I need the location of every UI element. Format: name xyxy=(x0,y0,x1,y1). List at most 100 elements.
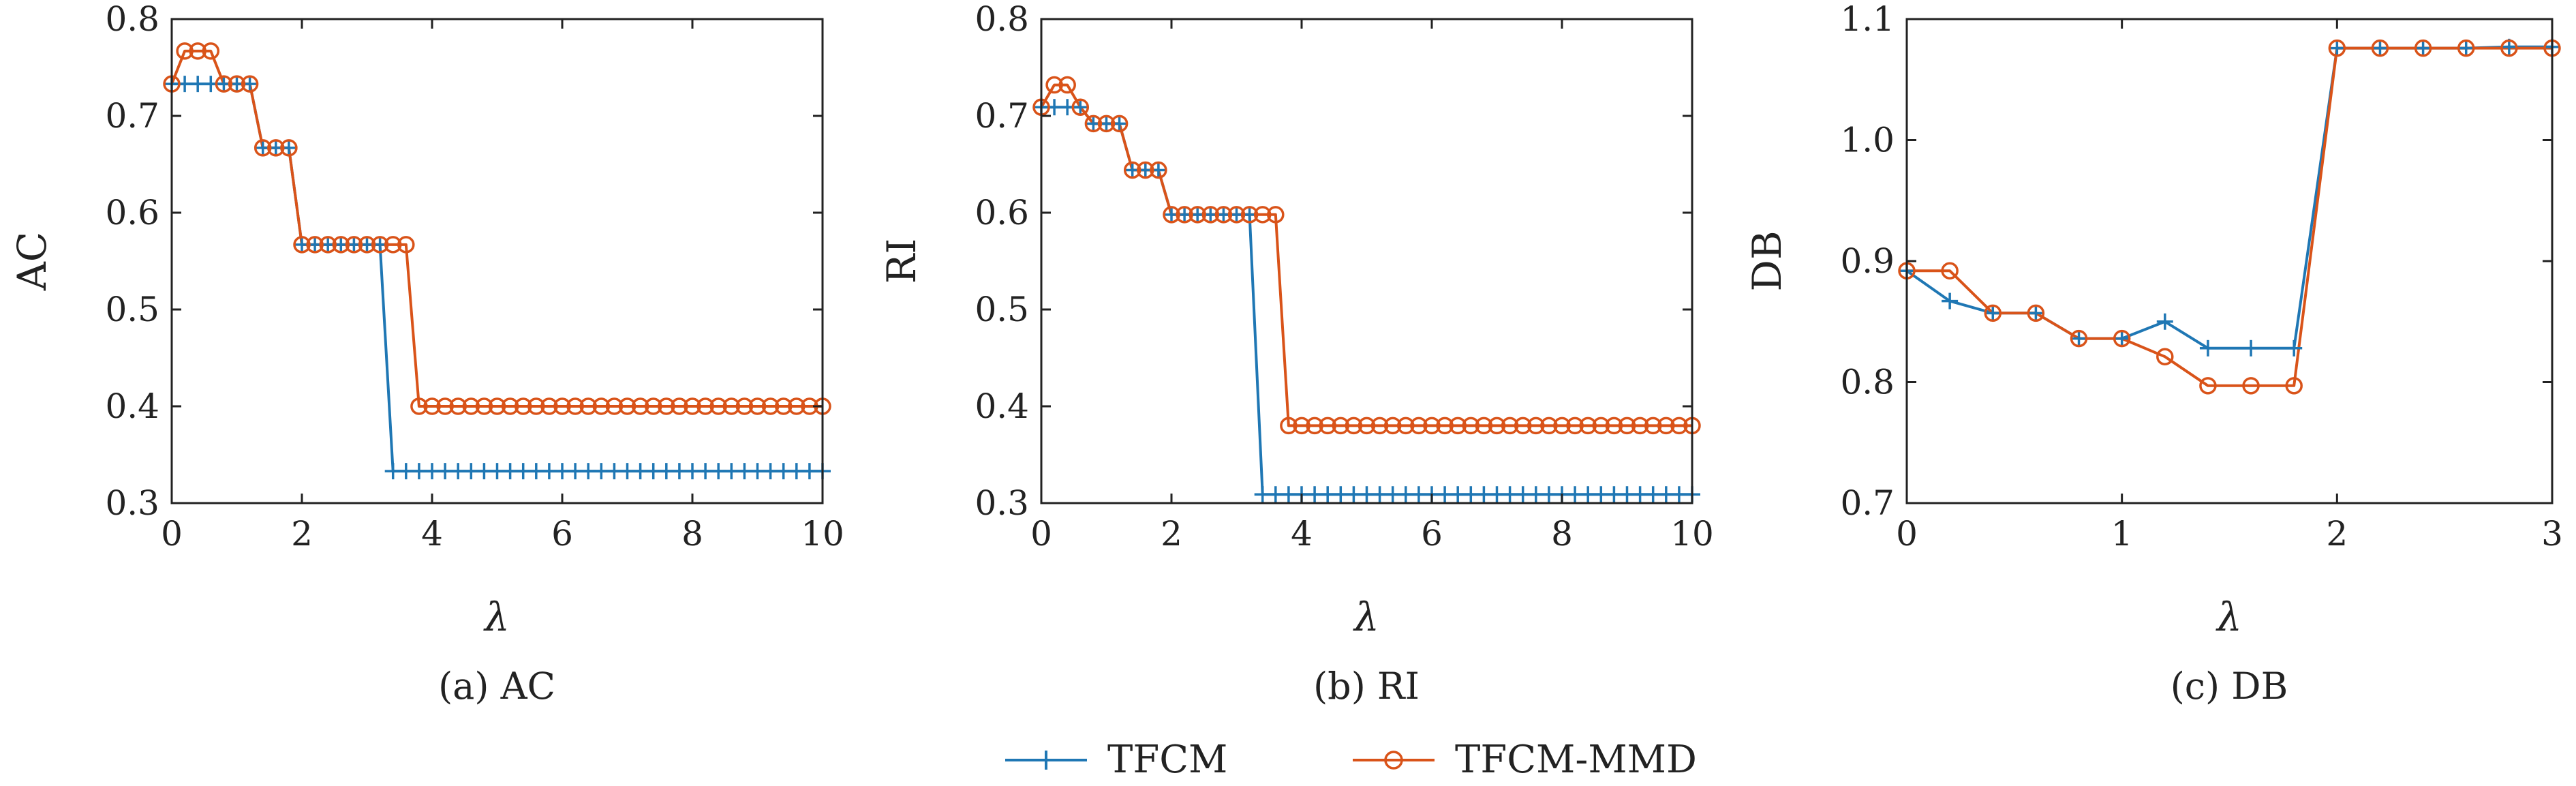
y-tick-label: 0.5 xyxy=(975,290,1029,329)
data-point-tfcm-mmd xyxy=(293,236,311,254)
data-point-tfcm-mmd xyxy=(1189,206,1206,224)
legend-marker-tfcm-mmd xyxy=(1384,751,1403,770)
data-point-tfcm-mmd xyxy=(1631,417,1649,435)
data-point-tfcm-mmd xyxy=(436,397,454,415)
data-point-tfcm-mmd xyxy=(1592,417,1610,435)
data-point-tfcm-mmd xyxy=(397,236,415,254)
x-tick-label: 10 xyxy=(801,514,844,554)
data-point-tfcm-mmd xyxy=(1214,206,1233,224)
x-tick-label: 3 xyxy=(2541,514,2563,554)
data-point-tfcm xyxy=(2027,305,2044,322)
data-point-tfcm-mmd xyxy=(410,397,428,415)
data-point-tfcm-mmd xyxy=(2113,329,2131,348)
y-tick-label: 0.7 xyxy=(1840,483,1895,523)
y-tick-label: 0.8 xyxy=(975,0,1029,39)
data-point-tfcm-mmd xyxy=(1436,417,1454,435)
data-point-tfcm-mmd xyxy=(2156,348,2174,365)
data-point-tfcm xyxy=(2243,339,2260,357)
y-tick-label: 0.3 xyxy=(105,483,159,523)
data-point-tfcm-mmd xyxy=(1410,417,1428,435)
data-point-tfcm-mmd xyxy=(2242,377,2260,395)
data-point-tfcm-mmd xyxy=(788,397,806,415)
y-tick-label: 0.6 xyxy=(105,193,159,232)
data-point-tfcm-mmd xyxy=(241,75,259,93)
data-point-tfcm xyxy=(2113,330,2130,347)
data-point-tfcm-mmd xyxy=(306,236,324,254)
data-point-tfcm-mmd xyxy=(501,397,519,415)
data-point-tfcm-mmd xyxy=(332,236,350,254)
data-point-tfcm-mmd xyxy=(735,397,754,415)
data-point-tfcm-mmd xyxy=(2457,39,2475,57)
x-tick-label: 4 xyxy=(1291,514,1313,554)
x-tick-label: 0 xyxy=(1030,514,1052,554)
data-point-tfcm-mmd xyxy=(1941,262,1959,279)
data-point-tfcm-mmd xyxy=(527,397,545,415)
data-point-tfcm-mmd xyxy=(1553,417,1571,435)
data-point-tfcm xyxy=(2156,313,2173,330)
chart-panel-1: 0 2 4 6 8 10 0.3 0.4 0.5 0.6 0.7 0.8 λ RI (b) RI xyxy=(878,0,1714,708)
data-point-tfcm xyxy=(2414,40,2432,57)
x-tick-label: 2 xyxy=(2326,514,2348,554)
data-point-tfcm-mmd xyxy=(1423,417,1441,435)
data-point-tfcm xyxy=(2329,40,2346,57)
x-tick-label: 8 xyxy=(681,514,703,554)
x-tick-label: 6 xyxy=(1421,514,1443,554)
data-point-tfcm-mmd xyxy=(644,397,662,415)
data-point-tfcm-mmd xyxy=(1501,417,1519,435)
data-point-tfcm-mmd xyxy=(566,397,584,415)
data-point-tfcm-mmd xyxy=(1201,206,1220,224)
x-axis-label: λ xyxy=(2215,594,2242,640)
y-tick-label: 0.8 xyxy=(105,0,159,39)
data-point-tfcm-mmd xyxy=(1280,417,1298,435)
chart-panel-2: 0 1 2 3 0.7 0.8 0.9 1.0 1.1 λ DB (c) DB xyxy=(1744,0,2563,708)
data-point-tfcm-mmd xyxy=(2199,377,2217,395)
data-point-tfcm-mmd xyxy=(1397,417,1415,435)
data-point-tfcm xyxy=(2286,339,2303,357)
data-point-tfcm-mmd xyxy=(1605,417,1623,435)
data-point-tfcm-mmd xyxy=(748,397,767,415)
series-line-tfcm-mmd xyxy=(1040,83,1692,427)
data-point-tfcm-mmd xyxy=(684,397,701,415)
y-tick-label: 0.8 xyxy=(1840,363,1895,402)
data-point-tfcm-mmd xyxy=(1071,98,1090,116)
y-tick-label: 1.1 xyxy=(1840,0,1895,39)
data-point-tfcm-mmd xyxy=(1267,206,1285,224)
data-point-tfcm-mmd xyxy=(267,139,285,157)
data-point-tfcm-mmd xyxy=(1566,417,1584,435)
data-point-tfcm-mmd xyxy=(2414,39,2432,57)
y-tick-label: 0.5 xyxy=(105,290,159,329)
x-tick-label: 2 xyxy=(1161,514,1182,554)
y-axis-label: AC xyxy=(9,232,55,291)
y-tick-label: 0.7 xyxy=(975,96,1029,136)
data-point-tfcm-mmd xyxy=(1449,417,1467,435)
x-tick-label: 0 xyxy=(161,514,183,554)
data-point-tfcm-mmd xyxy=(1488,417,1506,435)
data-point-tfcm-mmd xyxy=(1150,161,1167,179)
data-point-tfcm-mmd xyxy=(449,397,467,415)
x-axis-label: λ xyxy=(1353,594,1379,640)
data-point-tfcm-mmd xyxy=(631,397,649,415)
series-line-tfcm-mmd xyxy=(1907,46,2552,387)
data-point-tfcm-mmd xyxy=(1319,417,1336,435)
y-axis-label: RI xyxy=(878,239,925,284)
data-point-tfcm-mmd xyxy=(280,139,298,157)
series-line-tfcm-mmd xyxy=(170,49,823,408)
x-tick-label: 4 xyxy=(421,514,443,554)
data-point-tfcm-mmd xyxy=(514,397,532,415)
data-point-tfcm-mmd xyxy=(2328,39,2346,57)
data-point-tfcm xyxy=(1942,292,1959,309)
data-point-tfcm-mmd xyxy=(2070,329,2088,348)
data-point-tfcm-mmd xyxy=(1383,417,1402,435)
data-point-tfcm-mmd xyxy=(1058,76,1076,94)
data-point-tfcm-mmd xyxy=(1306,417,1323,435)
data-point-tfcm-mmd xyxy=(1358,417,1376,435)
data-point-tfcm-mmd xyxy=(228,75,246,93)
data-point-tfcm-mmd xyxy=(215,75,233,93)
data-point-tfcm-mmd xyxy=(540,397,558,415)
data-point-tfcm-mmd xyxy=(1370,417,1389,435)
data-point-tfcm-mmd xyxy=(605,397,624,415)
data-point-tfcm xyxy=(2457,40,2474,57)
data-point-tfcm-mmd xyxy=(371,236,389,254)
legend-label-tfcm: TFCM xyxy=(1107,738,1227,782)
